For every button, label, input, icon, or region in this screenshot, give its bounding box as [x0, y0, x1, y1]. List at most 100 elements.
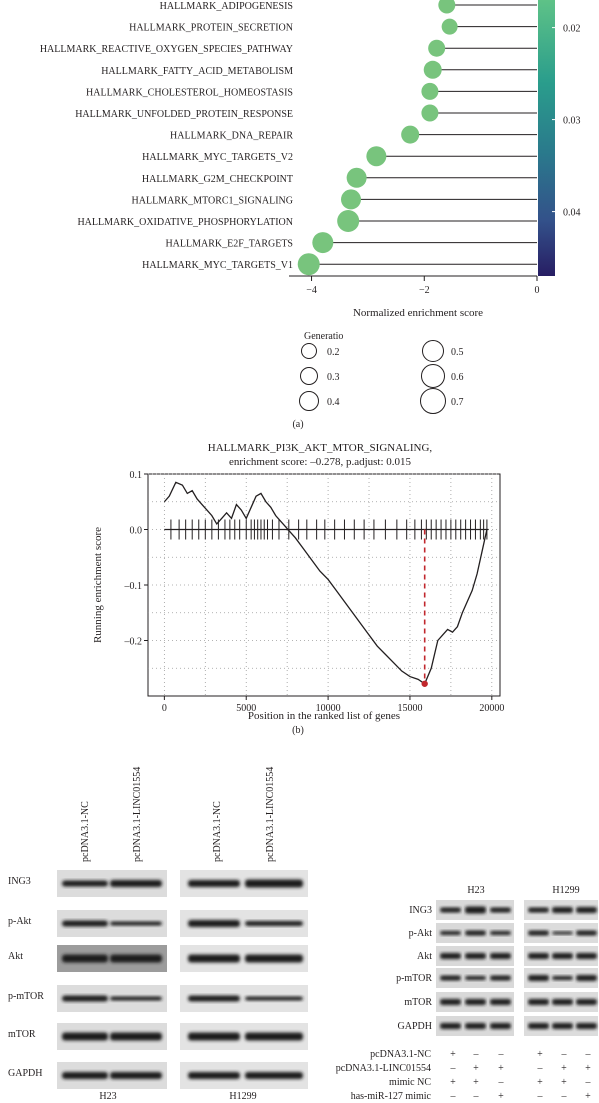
protein-band	[188, 954, 240, 963]
protein-band	[552, 999, 573, 1005]
protein-band	[62, 954, 108, 963]
condition-mark: –	[498, 1077, 505, 1088]
lollipop-dot	[366, 146, 387, 167]
protein-band	[188, 880, 240, 887]
y-axis-title: Running enrichment score	[92, 527, 104, 643]
y-tick-label: –0.1	[124, 581, 143, 592]
pathway-label: HALLMARK_ADIPOGENESIS	[160, 1, 293, 12]
x-tick-label: −4	[306, 285, 317, 296]
x-axis-ticks: −4 −2 0	[306, 276, 540, 296]
x-axis-title: Normalized enrichment score	[353, 307, 483, 319]
x-tick-label: 5000	[236, 703, 256, 714]
left-group-h23: H23	[99, 1091, 116, 1102]
size-legend-label: 0.2	[327, 347, 340, 358]
protein-band	[440, 999, 461, 1005]
lollipop-dot	[428, 39, 446, 57]
row-label-p-akt: p-Akt	[409, 928, 433, 939]
color-bar	[538, 0, 555, 276]
size-legend-label: 0.3	[327, 372, 340, 383]
row-label-p-mtor: p-mTOR	[396, 973, 432, 984]
protein-band	[440, 931, 461, 935]
protein-band	[465, 953, 486, 959]
protein-band	[245, 996, 303, 1001]
condition-mark: –	[537, 1091, 544, 1102]
y-tick-label: 0.1	[130, 470, 143, 481]
y-tick-label: 0.0	[130, 526, 143, 537]
size-legend-label: 0.7	[451, 397, 464, 408]
color-bar-ticks: 0.02 0.03 0.04	[552, 24, 581, 219]
row-label-gapdh: GAPDH	[398, 1021, 432, 1032]
protein-band	[62, 880, 108, 887]
protein-band	[465, 930, 486, 936]
lollipop-dot	[421, 104, 439, 122]
protein-band	[62, 995, 108, 1002]
condition-mark: +	[473, 1077, 479, 1088]
condition-mark: –	[498, 1049, 505, 1060]
size-legend-circle	[300, 367, 318, 385]
protein-band	[440, 975, 461, 981]
column-label-3: pcDNA3.1-NC	[212, 801, 223, 862]
protein-band	[490, 999, 511, 1005]
condition-mark: +	[450, 1049, 456, 1060]
panel-b-label: (b)	[292, 725, 304, 736]
panel-a-dot-plot: HALLMARK_ADIPOGENESIS HALLMARK_PROTEIN_SE…	[40, 0, 581, 430]
left-group-h1299: H1299	[229, 1091, 256, 1102]
condition-mark: +	[585, 1091, 591, 1102]
x-tick-label: 10000	[316, 703, 341, 714]
color-bar-tick-label: 0.03	[563, 116, 581, 127]
protein-band	[465, 999, 486, 1005]
condition-table: pcDNA3.1-NC + – – + – – pcDNA3.1-LINC01554 – + + – +…	[336, 1049, 592, 1102]
protein-band	[490, 1023, 511, 1029]
size-legend-circle	[421, 364, 445, 388]
protein-band	[62, 1072, 108, 1079]
condition-label: pcDNA3.1-NC	[370, 1049, 431, 1060]
row-label-p-mtor: p-mTOR	[8, 991, 44, 1002]
protein-band	[490, 931, 511, 935]
protein-band	[465, 1023, 486, 1029]
condition-mark: +	[561, 1063, 567, 1074]
protein-band	[110, 921, 162, 926]
pathway-rows: HALLMARK_ADIPOGENESIS HALLMARK_PROTEIN_SE…	[40, 0, 537, 276]
condition-mark: +	[537, 1077, 543, 1088]
protein-band	[528, 907, 549, 913]
size-legend-title: Generatio	[304, 331, 343, 342]
row-label-mtor: mTOR	[8, 1029, 36, 1040]
pathway-label: HALLMARK_MYC_TARGETS_V1	[142, 260, 293, 271]
lollipop-dot	[312, 232, 334, 254]
size-legend-circle	[299, 391, 319, 411]
condition-mark: –	[450, 1063, 457, 1074]
condition-mark: –	[450, 1091, 457, 1102]
size-legend-circle	[422, 340, 444, 362]
lollipop-dot	[346, 167, 367, 188]
condition-mark: +	[450, 1077, 456, 1088]
protein-band	[576, 999, 597, 1005]
protein-band	[188, 1072, 240, 1079]
row-label-p-akt: p-Akt	[8, 916, 32, 927]
condition-mark: +	[473, 1063, 479, 1074]
condition-label: pcDNA3.1-LINC01554	[336, 1063, 431, 1074]
protein-band	[62, 920, 108, 927]
x-tick-label: 0	[535, 285, 540, 296]
min-score-point	[421, 680, 428, 687]
gsea-title-line1: HALLMARK_PI3K_AKT_MTOR_SIGNALING,	[208, 442, 433, 454]
lollipop-dot	[423, 60, 442, 79]
lollipop-dot	[438, 0, 456, 14]
condition-mark: +	[585, 1063, 591, 1074]
condition-mark: –	[561, 1091, 568, 1102]
protein-band	[528, 999, 549, 1005]
protein-band	[552, 1023, 573, 1029]
protein-band	[62, 1032, 108, 1041]
y-tick-label: –0.2	[124, 637, 143, 648]
lollipop-dot	[401, 125, 420, 144]
condition-mark: –	[537, 1063, 544, 1074]
x-tick-label: 0	[162, 703, 167, 714]
condition-mark: –	[473, 1049, 480, 1060]
x-tick-label: 20000	[479, 703, 504, 714]
protein-band	[440, 1023, 461, 1029]
condition-label: has-miR-127 mimic	[351, 1091, 432, 1102]
protein-band	[188, 995, 240, 1002]
size-legend-label: 0.4	[327, 397, 340, 408]
condition-mark: –	[585, 1049, 592, 1060]
lollipop-dot	[421, 82, 439, 100]
x-axis-title: Position in the ranked list of genes	[248, 710, 400, 722]
